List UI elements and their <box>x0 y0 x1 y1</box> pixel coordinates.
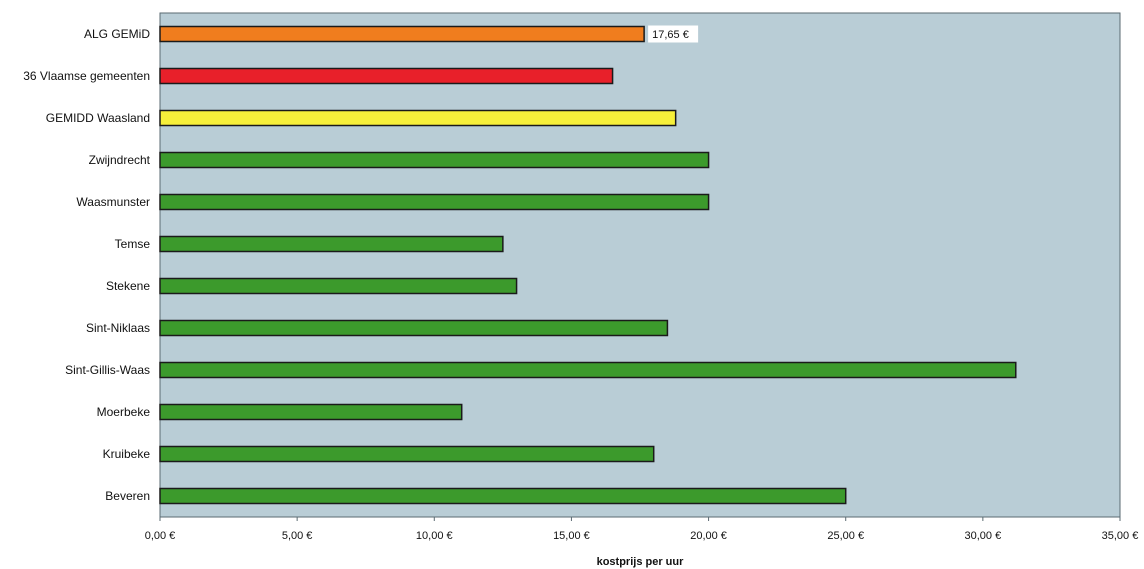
bar-temse <box>159 235 504 253</box>
category-label-sint-gillis-waas: Sint-Gillis-Waas <box>65 363 150 377</box>
category-label-gemidd-waasland: GEMIDD Waasland <box>46 111 150 125</box>
bar-sint-gillis-waas <box>159 361 1017 379</box>
x-axis-title: kostprijs per uur <box>597 556 685 568</box>
category-label-stekene: Stekene <box>106 279 150 293</box>
x-tick-label: 10,00 € <box>416 530 453 542</box>
bar-sint-niklaas <box>159 319 669 337</box>
bar-zwijndrecht <box>159 151 710 169</box>
bar-moerbeke <box>159 403 463 421</box>
x-tick-label: 30,00 € <box>965 530 1002 542</box>
bar-gemidd-waasland <box>159 109 677 127</box>
x-tick-label: 35,00 € <box>1102 530 1139 542</box>
category-label-kruibeke: Kruibeke <box>103 447 151 461</box>
category-label-temse: Temse <box>115 237 151 251</box>
data-label-alg-gemid: 17,65 € <box>652 29 689 41</box>
category-label-sint-niklaas: Sint-Niklaas <box>86 321 150 335</box>
bar-stekene <box>159 277 518 295</box>
bar-waasmunster <box>159 193 710 211</box>
category-label-beveren: Beveren <box>105 489 150 503</box>
bar-kruibeke <box>159 445 655 463</box>
data-label-background <box>648 25 699 43</box>
x-tick-label: 15,00 € <box>553 530 590 542</box>
category-label-zwijndrecht: Zwijndrecht <box>89 153 151 167</box>
plot-area <box>159 12 1121 518</box>
category-label-alg-gemid: ALG GEMiD <box>84 27 150 41</box>
category-label-moerbeke: Moerbeke <box>97 405 151 419</box>
x-axis-ticks: 0,00 € 5,00 € 10,00 € 15,00 € 20,00 € 25,00 €… <box>145 517 1139 542</box>
category-label-waasmunster: Waasmunster <box>76 195 150 209</box>
category-label-36-vlaamse-gemeenten: 36 Vlaamse gemeenten <box>23 69 150 83</box>
x-tick-label: 0,00 € <box>145 530 176 542</box>
category-labels: ALG GEMiD 36 Vlaamse gemeenten GEMIDD Waas… <box>23 27 150 503</box>
bar-beveren <box>159 487 847 505</box>
x-tick-label: 25,00 € <box>827 530 864 542</box>
x-tick-label: 5,00 € <box>282 530 313 542</box>
bar-alg-gemid <box>159 25 645 43</box>
data-labels: 17,65 € <box>648 25 699 43</box>
bars-layer <box>159 25 1017 505</box>
bar-36-vlaamse-gemeenten <box>159 67 614 85</box>
x-tick-label: 20,00 € <box>690 530 727 542</box>
